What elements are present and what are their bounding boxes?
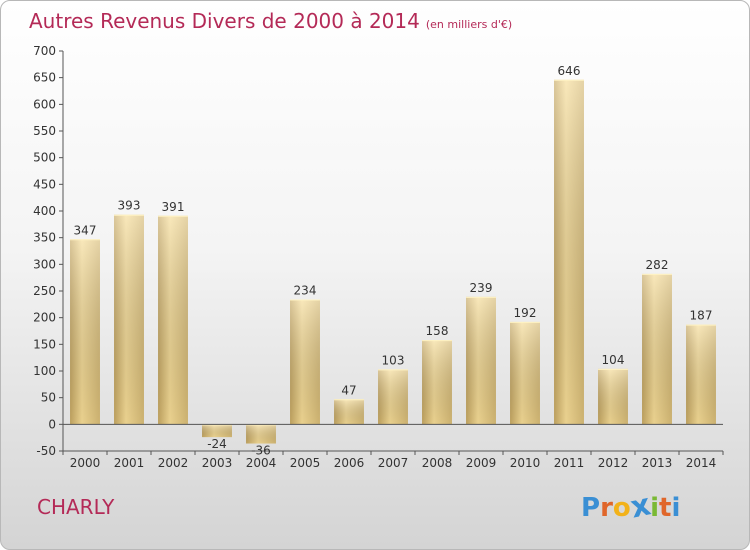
x-tick-label: 2004 — [246, 456, 277, 470]
x-axis: 2000 2001 2002 2003 2004 2005 2006 2007 2008 2009… — [62, 423, 724, 470]
y-tick-label: 100 — [33, 364, 56, 378]
bar-shade-2003 — [202, 424, 232, 438]
logo-letter: P — [581, 493, 601, 523]
place-name: CHARLY — [37, 495, 115, 519]
data-label-2004: -36 — [251, 444, 271, 458]
bar-shade-2011 — [554, 79, 584, 425]
data-label-2005: 234 — [294, 284, 317, 298]
x-tick-label: 2009 — [466, 456, 497, 470]
bar-shade-2014 — [686, 324, 716, 425]
logo-letter: o — [612, 493, 631, 523]
logo-letter: i — [671, 493, 681, 523]
x-tick-label: 2014 — [686, 456, 717, 470]
bar-shade-2005 — [290, 299, 320, 425]
x-tick-label: 2002 — [158, 456, 189, 470]
y-tick-label: 550 — [33, 124, 56, 138]
y-tick-label: 250 — [33, 284, 56, 298]
bar-shade-2013 — [642, 273, 672, 425]
x-tick-label: 2000 — [70, 456, 101, 470]
data-label-2003: -24 — [207, 437, 227, 451]
y-tick-label: -50 — [36, 444, 56, 458]
data-label-2012: 104 — [602, 353, 625, 367]
y-tick-label: 500 — [33, 151, 56, 165]
bar-shade-2008 — [422, 340, 452, 425]
x-tick-label: 2005 — [290, 456, 321, 470]
data-label-2010: 192 — [514, 306, 537, 320]
bar-shade-2002 — [158, 215, 188, 425]
data-label-2013: 282 — [646, 258, 669, 272]
logo-letter: t — [659, 493, 672, 523]
data-labels: 347 393 391 -24 -36 234 47 103 158 239 192 646 104 28… — [74, 64, 713, 458]
bar-shade-2004 — [246, 424, 276, 444]
y-tick-label: 350 — [33, 231, 56, 245]
x-tick-label: 2007 — [378, 456, 409, 470]
x-tick-label: 2001 — [114, 456, 145, 470]
bar-shade-2012 — [598, 368, 628, 425]
chart-title: Autres Revenus Divers de 2000 à 2014 (en … — [29, 9, 512, 33]
data-label-2011: 646 — [558, 64, 581, 78]
data-label-2006: 47 — [341, 383, 356, 397]
y-tick-label: 300 — [33, 257, 56, 271]
bars — [70, 79, 716, 444]
y-tick-label: 400 — [33, 204, 56, 218]
x-tick-label: 2006 — [334, 456, 365, 470]
y-tick-label: 450 — [33, 177, 56, 191]
bar-shade-2007 — [378, 369, 408, 425]
bar-shade-2000 — [70, 239, 100, 425]
y-tick-label: 700 — [33, 44, 56, 58]
chart-title-unit: (en milliers d'€) — [425, 18, 513, 31]
data-label-2009: 239 — [470, 281, 493, 295]
x-tick-label: 2011 — [554, 456, 585, 470]
y-tick-label: 200 — [33, 311, 56, 325]
y-tick-label: 150 — [33, 337, 56, 351]
logo-letter: r — [600, 493, 613, 523]
bar-shade-2006 — [334, 399, 364, 425]
bar-shade-2010 — [510, 321, 540, 425]
data-label-2014: 187 — [690, 309, 713, 323]
bar-shade-2001 — [114, 214, 144, 425]
y-axis: -50 0 50 100 150 200 250 300 350 400 450 500 550 600 6… — [33, 44, 64, 458]
x-tick-label: 2008 — [422, 456, 453, 470]
data-label-2001: 393 — [118, 199, 141, 213]
y-tick-label: 0 — [48, 417, 56, 431]
chart-title-main: Autres Revenus Divers de 2000 à 2014 — [29, 9, 420, 33]
y-tick-label: 600 — [33, 97, 56, 111]
logo-letter: i — [650, 493, 660, 523]
x-tick-label: 2013 — [642, 456, 673, 470]
data-label-2000: 347 — [74, 223, 97, 237]
x-tick-label: 2012 — [598, 456, 629, 470]
data-label-2007: 103 — [382, 353, 405, 367]
data-label-2008: 158 — [426, 324, 449, 338]
y-tick-label: 650 — [33, 71, 56, 85]
x-tick-label: 2003 — [202, 456, 233, 470]
y-tick-label: 50 — [41, 391, 56, 405]
x-tick-label: 2010 — [510, 456, 541, 470]
bar-shade-2009 — [466, 296, 496, 425]
proxiti-logo: Proxiti — [581, 487, 681, 525]
data-label-2002: 391 — [162, 200, 185, 214]
